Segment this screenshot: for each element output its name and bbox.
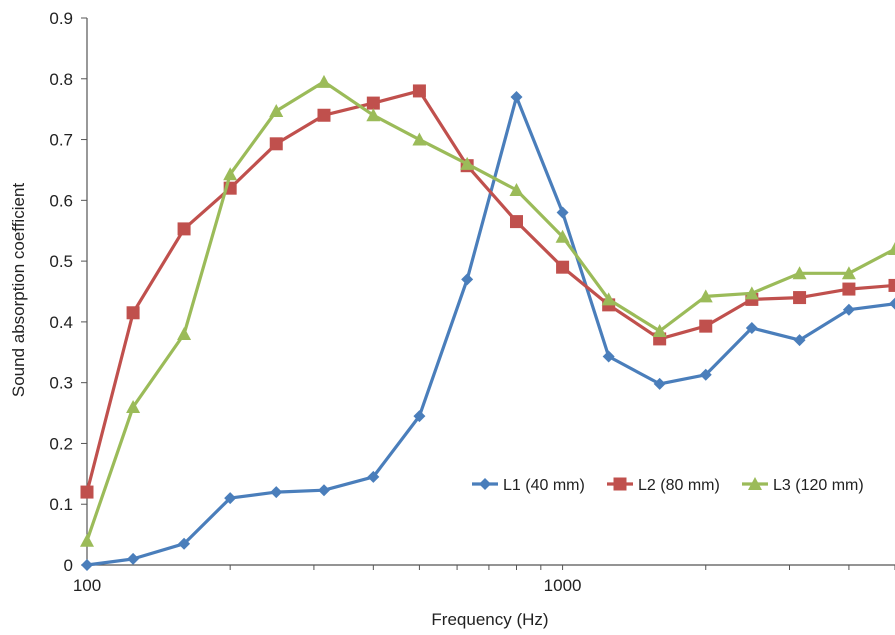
y-tick-label: 0.3 — [49, 374, 73, 393]
y-tick-label: 0.9 — [49, 9, 73, 28]
data-point — [792, 266, 807, 280]
legend-label: L2 (80 mm) — [638, 477, 720, 494]
data-point — [126, 306, 140, 320]
data-point — [793, 334, 806, 347]
y-tick-label: 0.5 — [49, 252, 73, 271]
series-2 — [80, 84, 895, 499]
x-axis-title: Frequency (Hz) — [431, 610, 548, 629]
x-axis-ticks: 100 1000 — [73, 565, 895, 595]
data-point — [745, 321, 758, 334]
y-tick-label: 0.4 — [49, 313, 73, 332]
y-axis-title: Sound absorption coefficient — [9, 183, 28, 398]
data-point — [888, 241, 895, 255]
y-tick-label: 0.1 — [49, 495, 73, 514]
data-point — [269, 137, 283, 151]
data-point — [316, 74, 331, 88]
legend-marker — [613, 477, 627, 491]
data-point — [127, 552, 140, 565]
y-tick-label: 0.7 — [49, 131, 73, 150]
data-point — [889, 297, 895, 310]
data-point — [602, 350, 615, 363]
series-layer — [80, 74, 895, 571]
data-point — [460, 156, 475, 170]
x-tick-label: 1000 — [544, 576, 582, 595]
data-point — [699, 319, 713, 333]
legend-label: L3 (120 mm) — [773, 477, 864, 494]
data-point — [888, 278, 895, 292]
legend: L1 (40 mm) L2 (80 mm) L3 (120 mm) — [472, 477, 864, 494]
data-point — [269, 103, 284, 117]
data-point — [367, 470, 380, 483]
data-point — [270, 486, 283, 499]
data-point — [698, 289, 713, 303]
series-3 — [80, 74, 895, 547]
data-point — [366, 96, 380, 110]
data-point — [555, 229, 570, 243]
data-point — [317, 484, 330, 497]
data-point — [412, 84, 426, 98]
data-point — [793, 291, 807, 305]
data-point — [510, 91, 523, 104]
data-point — [126, 399, 141, 413]
data-point — [224, 492, 237, 505]
y-tick-label: 0 — [64, 556, 73, 575]
legend-marker — [479, 478, 491, 490]
data-point — [842, 282, 856, 296]
data-point — [556, 260, 570, 274]
data-point — [81, 559, 93, 571]
data-point — [317, 108, 331, 122]
data-point — [601, 292, 616, 306]
data-point — [842, 303, 855, 316]
data-point — [413, 410, 426, 423]
data-point — [177, 222, 191, 236]
legend-label: L1 (40 mm) — [503, 477, 585, 494]
y-axis-ticks: 0 0.1 0.2 0.3 0.4 0.5 0.6 0.7 0.8 0.9 — [49, 9, 87, 575]
data-point — [652, 324, 667, 338]
legend-marker — [748, 477, 762, 490]
data-point — [178, 537, 191, 550]
y-tick-label: 0.2 — [49, 434, 73, 453]
data-point — [461, 273, 474, 286]
series-line — [86, 95, 895, 567]
data-point — [699, 368, 712, 381]
data-point — [509, 183, 524, 197]
series-1 — [81, 91, 895, 571]
data-point — [366, 108, 381, 122]
data-point — [556, 206, 569, 219]
series-line — [85, 80, 895, 542]
axes — [86, 18, 895, 566]
data-point — [841, 266, 856, 280]
x-tick-label: 100 — [73, 576, 101, 595]
data-point — [412, 132, 427, 146]
y-tick-label: 0.8 — [49, 70, 73, 89]
series-line — [85, 89, 895, 493]
data-point — [653, 377, 666, 390]
data-point — [80, 485, 94, 499]
data-point — [80, 533, 94, 547]
data-point — [223, 167, 238, 181]
data-point — [744, 286, 759, 300]
y-tick-label: 0.6 — [49, 191, 73, 210]
data-point — [177, 327, 192, 341]
data-point — [509, 215, 523, 229]
